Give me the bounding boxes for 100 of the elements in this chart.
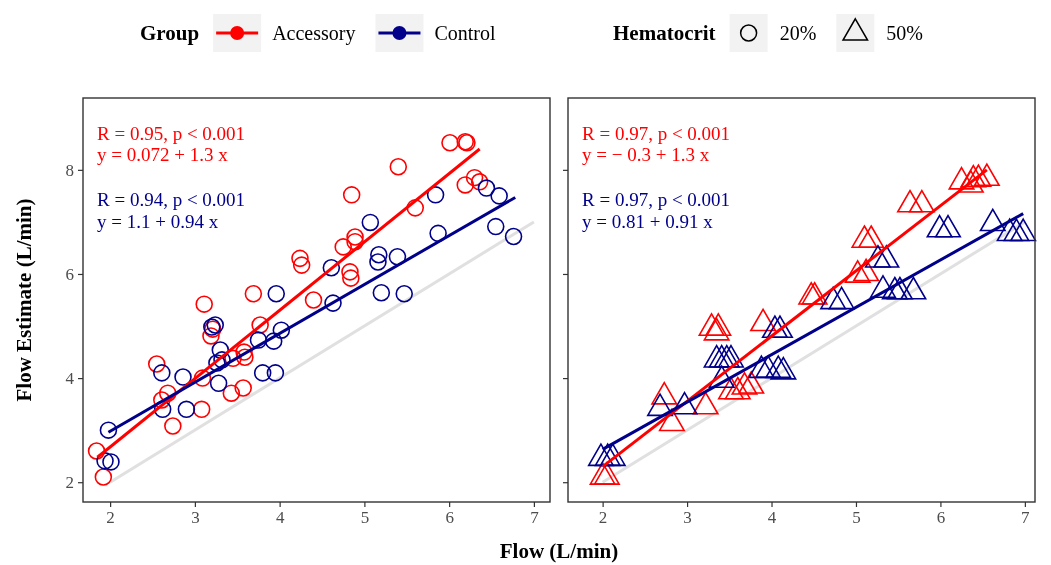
point [372,283,391,302]
point [869,275,897,298]
point [235,343,253,361]
point [342,269,360,287]
annotation: y = 1.1 + 0.94 x [97,211,219,232]
point [209,374,228,393]
point [934,214,962,238]
point [724,376,751,400]
point [504,227,523,246]
point [164,417,182,435]
point [948,166,975,190]
point [158,384,177,402]
point [334,238,352,256]
point [251,316,269,334]
point [346,228,364,246]
point [658,408,685,432]
point [267,284,286,303]
point [705,313,732,336]
point [708,365,735,389]
point [153,364,171,382]
point [426,186,445,204]
point [873,244,900,268]
x-tick-label: 5 [852,508,861,528]
point [477,179,496,197]
point [102,453,120,471]
x-tick-label: 2 [106,508,115,528]
point [820,286,847,310]
point [253,364,272,382]
point [828,286,855,310]
point [960,164,987,188]
point [770,356,797,380]
point [441,134,459,152]
point [979,208,1006,232]
point [713,344,740,368]
annotation: y = 0.072 + 1.3 x [97,144,229,165]
point [738,370,765,394]
y-tick-label: 6 [65,264,74,284]
point [304,291,323,309]
point [864,244,891,268]
y-tick-label: 2 [65,473,74,493]
legend-title: Group [140,21,200,45]
point [698,313,725,336]
point [388,248,407,266]
point [844,260,871,283]
point [1003,218,1030,242]
point [926,214,953,238]
point [370,245,388,264]
annotation: R = 0.97, p < 0.001 [582,189,731,210]
point [708,344,735,368]
point [486,217,505,236]
point [346,232,364,251]
point [766,315,794,339]
point [341,263,359,281]
point [211,341,230,359]
point [996,218,1023,242]
point [369,253,387,271]
x-tick-label: 6 [936,508,946,528]
point [703,317,730,341]
x-tick-label: 4 [767,508,777,528]
y-axis-title: Flow Estimate (L/min) [12,198,36,402]
point [765,355,792,379]
point [896,189,924,213]
point [244,284,263,303]
point [236,348,254,367]
point [174,368,192,386]
point [900,276,927,300]
point [153,400,172,419]
text: 20% [779,22,817,44]
point [750,308,777,332]
point [748,355,775,379]
point [322,258,341,277]
point [755,355,782,379]
point [266,364,285,382]
point [973,163,1000,187]
point [234,379,252,397]
legend-title: Hematocrit [613,21,716,45]
x-tick-label: 4 [275,508,285,528]
point [195,295,213,313]
point [965,164,992,188]
point [291,249,309,268]
point [264,332,283,350]
x-tick-label: 3 [683,508,692,528]
point [853,258,880,282]
x-tick-label: 7 [530,508,540,528]
point [703,344,730,368]
point [224,349,242,368]
point [456,176,475,194]
point [193,369,212,387]
point [587,443,614,467]
legend-label: Accessory [272,22,356,45]
point [717,344,745,368]
point [99,421,118,439]
x-tick-label: 7 [1021,508,1031,528]
point [851,225,878,248]
point [957,170,984,193]
point [1010,218,1037,242]
point [908,189,935,213]
annotation: R = 0.94, p < 0.001 [97,189,246,210]
point [731,372,758,395]
point [717,376,745,400]
